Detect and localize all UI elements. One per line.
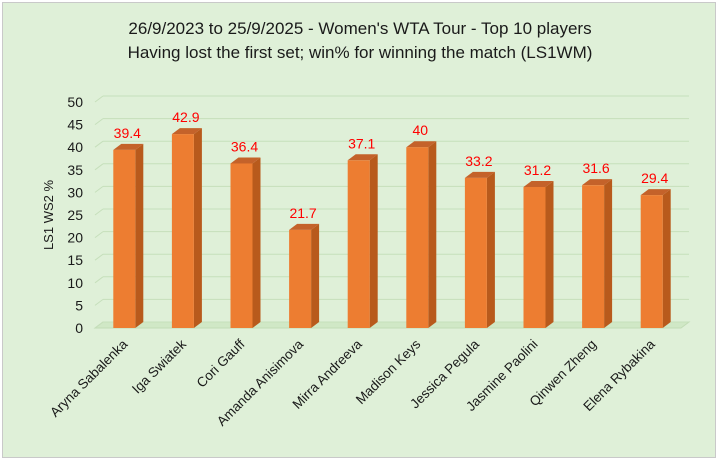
gridline-depth [94,185,104,193]
bar-top [640,189,671,196]
data-label: 31.2 [524,162,551,178]
bar-side [662,189,671,328]
x-tick-label: Iga Swiatek [129,336,189,396]
bar [464,177,487,328]
bar-top [113,143,144,150]
bar-side [193,128,202,328]
bar-side [252,157,261,328]
bar-top [230,157,261,164]
y-tick-label: 30 [67,184,83,200]
data-label: 39.4 [114,125,141,141]
data-label: 36.4 [231,138,258,154]
chart-frame: 26/9/2023 to 25/9/2025 - Women's WTA Tou… [2,2,716,458]
bar [640,195,663,328]
gridline-depth [94,321,104,329]
data-label: 37.1 [348,135,375,151]
bar-side [428,141,437,328]
y-tick-label: 45 [67,117,83,133]
bar-top [289,223,320,230]
gridline-depth [94,253,104,261]
y-tick-label: 20 [67,230,83,246]
y-tick-label: 50 [67,94,83,110]
bar-side [545,180,554,328]
x-tick-label: Aryna Sabalenka [47,336,131,420]
bar-side [135,143,144,328]
data-label: 29.4 [641,170,668,186]
gridline-depth [94,95,104,103]
bar [523,186,546,328]
y-tick-label: 5 [75,297,83,313]
bar [230,163,253,328]
y-tick-label: 40 [67,139,83,155]
data-label: 40 [413,122,429,138]
y-tick-label: 35 [67,162,83,178]
bar [113,149,136,328]
bar-side [486,171,495,328]
bar-top [523,180,554,187]
bar-top [406,141,437,148]
chart-subtitle: Having lost the first set; win% for winn… [127,43,593,62]
data-label: 21.7 [289,205,316,221]
bar-top [171,128,202,135]
gridline-depth [94,298,104,306]
bar-top [464,171,495,178]
chart-plot: 0 5 10 15 20 25 30 35 40 45 50 39.4 42.9 36.4 21.7 37.… [41,94,691,429]
data-label: 42.9 [172,109,199,125]
bar-top [347,154,378,161]
gridline-depth [94,163,104,171]
y-axis-label: LS1 WS2 % [41,180,56,251]
y-tick-label: 25 [67,207,83,223]
bar [406,147,429,328]
data-label: 33.2 [465,153,492,169]
bar [171,134,194,328]
chart-title: 26/9/2023 to 25/9/2025 - Women's WTA Tou… [128,19,592,38]
bar [582,185,605,328]
y-tick-label: 15 [67,252,83,268]
bar-side [311,223,320,328]
x-tick-label: Cori Gauff [194,336,248,390]
data-label: 31.6 [582,160,609,176]
y-tick-label: 10 [67,275,83,291]
gridline-depth [94,208,104,216]
gridline-depth [94,140,104,148]
gridline-depth [94,231,104,239]
bar-side [604,179,613,328]
bar [289,229,312,328]
bar [347,160,370,328]
gridline-depth [94,276,104,284]
bar-side [369,154,378,328]
bar-top [582,179,613,186]
gridline-depth [94,118,104,125]
y-tick-label: 0 [75,320,83,336]
